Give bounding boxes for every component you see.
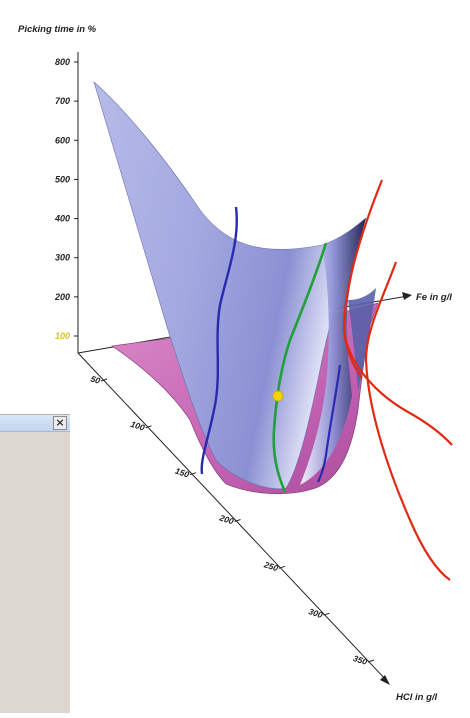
surface-lip: [348, 288, 376, 392]
z-tick-label: 300: [55, 253, 70, 263]
contour-red-outer: [342, 179, 453, 446]
optimum-marker: [272, 390, 284, 402]
hcl-axis-arrow: [380, 675, 390, 685]
contour-blue-right: [317, 364, 342, 483]
z-axis-title: Picking time in %: [18, 24, 97, 35]
hcl-tick: [189, 472, 197, 476]
hcl-tick: [367, 659, 375, 663]
hcl-tick-label: 350: [352, 653, 369, 667]
z-tick-label: 700: [55, 96, 70, 106]
hcl-tick-label: 300: [307, 606, 324, 620]
contour-green: [272, 242, 328, 493]
contour-red-mid: [343, 329, 363, 379]
surface-sheet: [93, 81, 367, 489]
contours: [200, 179, 453, 581]
hcl-tick: [278, 565, 286, 569]
z-tick-label: 800: [55, 57, 70, 67]
z-ticks: 800 700 600 500 400 300 200 100: [54, 57, 78, 341]
hcl-axis-title: HCl in g/l: [396, 692, 438, 703]
fe-axis-arrow: [402, 292, 412, 300]
contour-blue-left: [200, 206, 238, 475]
hcl-axis: [77, 352, 388, 682]
hcl-tick-label: 250: [262, 559, 280, 573]
hcl-tick: [145, 425, 152, 429]
contour-red-inner: [364, 261, 451, 581]
z-tick-label: 500: [55, 174, 70, 184]
hcl-ticks: 50 100 150 200 250 300 350: [89, 373, 375, 667]
hcl-tick-label: 100: [129, 419, 146, 433]
hcl-tick-label: 50: [89, 373, 101, 386]
z-tick-label: 400: [54, 214, 70, 224]
close-icon[interactable]: ×: [53, 416, 67, 430]
hcl-tick: [234, 519, 241, 522]
z-tick-label: 100: [55, 331, 70, 341]
z-tick-label: 600: [55, 135, 70, 145]
dialog-titlebar: ×: [0, 415, 70, 432]
hcl-tick-label: 150: [174, 466, 191, 480]
hcl-tick: [100, 378, 108, 382]
z-tick-label: 200: [54, 292, 70, 302]
fe-axis-title: Fe in g/l: [416, 292, 452, 303]
dialog-panel: ×: [0, 414, 70, 713]
hcl-tick-label: 200: [217, 512, 235, 526]
hcl-tick: [323, 612, 330, 616]
